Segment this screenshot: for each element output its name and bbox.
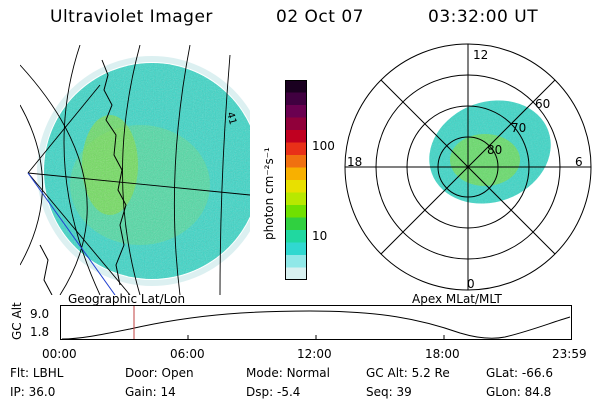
geo-map-label: Geographic Lat/Lon — [68, 292, 186, 306]
status-gain: Gain: 14 — [125, 385, 176, 399]
colorbar-tick-10: 10 — [312, 229, 328, 243]
colorbar-cell — [285, 80, 307, 93]
status-mode: Mode: Normal — [246, 366, 330, 380]
time-label: 03:32:00 UT — [428, 7, 539, 27]
contour-label: 41 — [224, 111, 238, 126]
alt-xtick-1200: 12:00 — [297, 347, 332, 361]
alt-xtick-0000: 00:00 — [42, 347, 77, 361]
status-flt: Flt: LBHL — [10, 366, 64, 380]
colorbar-tick-100: 100 — [312, 139, 335, 153]
colorbar-cell — [285, 242, 307, 256]
colorbar-cell — [285, 92, 307, 106]
date-label: 02 Oct 07 — [276, 7, 364, 27]
alt-ylabel: GC Alt — [10, 302, 24, 340]
colorbar-cell — [285, 180, 307, 193]
colorbar-cell — [285, 230, 307, 243]
mlt-label-12: 12 — [473, 48, 488, 62]
polar-plot: 12 18 6 0 60 70 80 — [344, 43, 592, 291]
apex-map-label: Apex MLat/MLT — [412, 292, 502, 306]
altitude-plot — [60, 305, 572, 340]
alt-xtick-0600: 06:00 — [170, 347, 205, 361]
lat-label-80: 80 — [487, 143, 502, 157]
colorbar-cell — [285, 192, 307, 206]
colorbar-cell — [285, 105, 307, 118]
colorbar-cell — [285, 255, 307, 268]
lat-label-60: 60 — [535, 97, 550, 111]
colorbar-unit-label: photon cm⁻²s⁻¹ — [262, 147, 276, 240]
alt-ytick-1.8: 1.8 — [30, 325, 50, 339]
lat-label-70: 70 — [511, 121, 526, 135]
colorbar-cell — [285, 117, 307, 131]
status-seq: Seq: 39 — [366, 385, 412, 399]
colorbar-cell — [285, 142, 307, 156]
mlt-label-18: 18 — [347, 155, 362, 169]
coastline — [101, 59, 127, 286]
status-dsp: Dsp: -5.4 — [246, 385, 301, 399]
status-ip: IP: 36.0 — [10, 385, 56, 399]
alt-ytick-9: 9.0 — [30, 307, 50, 321]
altitude-curve — [61, 310, 571, 340]
alt-xtick-1800: 18:00 — [425, 347, 460, 361]
status-door: Door: Open — [125, 366, 194, 380]
status-glat: GLat: -66.6 — [486, 366, 553, 380]
instrument-title: Ultraviolet Imager — [50, 7, 213, 27]
alt-xtick-2359: 23:59 — [552, 347, 587, 361]
colorbar-cell — [285, 205, 307, 218]
colorbar — [285, 80, 307, 280]
colorbar-cell — [285, 130, 307, 143]
colorbar-cell — [285, 267, 307, 280]
mlt-label-6: 6 — [575, 155, 583, 169]
status-glon: GLon: 84.8 — [486, 385, 552, 399]
mlt-label-0: 0 — [467, 277, 475, 291]
colorbar-cell — [285, 167, 307, 181]
colorbar-cell — [285, 217, 307, 231]
geographic-map: 41 — [20, 45, 250, 295]
status-gc-alt: GC Alt: 5.2 Re — [366, 366, 450, 380]
colorbar-cell — [285, 155, 307, 168]
